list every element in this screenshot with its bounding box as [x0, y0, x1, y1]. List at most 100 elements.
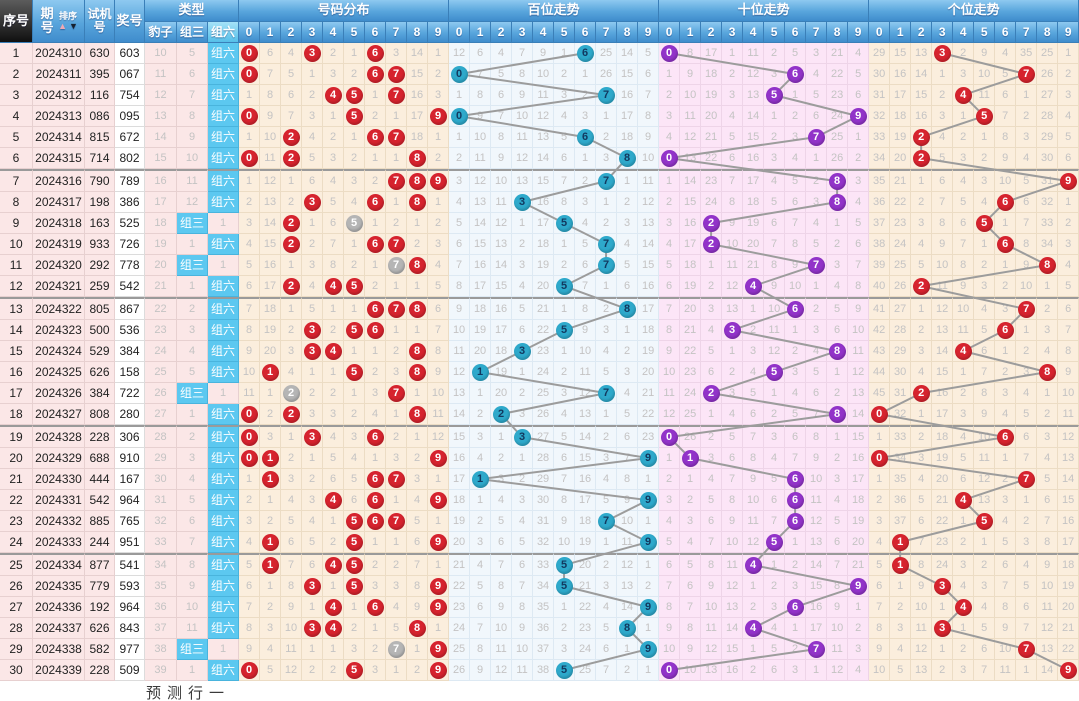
- shi-cell: 6: [848, 85, 870, 106]
- period-cell: 2024320: [33, 255, 85, 276]
- ge-cell: 4: [869, 532, 891, 553]
- shi-cell: 4: [743, 618, 765, 639]
- ge-cell: 19: [1058, 576, 1079, 597]
- shi-cell: 0: [659, 660, 681, 681]
- dist-cell: 5: [344, 276, 366, 297]
- bai-cell: 10: [533, 64, 555, 85]
- sort-control[interactable]: 排序 ▲ ▼: [58, 11, 78, 31]
- type-subheader-1: 组三: [177, 21, 208, 43]
- trend-point: 3: [513, 193, 531, 211]
- ge-cell: 7: [869, 597, 891, 618]
- trend-point: 8: [408, 256, 426, 274]
- shi-cell: 5: [806, 85, 828, 106]
- dist-cell: 3: [302, 576, 324, 597]
- sort-asc-icon[interactable]: ▲: [58, 21, 67, 31]
- dist-cell: 1: [386, 148, 408, 169]
- bai-cell: 2: [596, 297, 618, 320]
- trend-point: 7: [807, 128, 825, 146]
- bai-cell: 15: [491, 276, 513, 297]
- bai-cell: 2: [512, 234, 534, 255]
- bai-cell: 1: [554, 297, 576, 320]
- period-header[interactable]: 期号 排序 ▲ ▼: [33, 0, 85, 43]
- ge-cell: 10: [1016, 276, 1038, 297]
- shi-cell: 1: [764, 553, 786, 576]
- dist-cell: 2: [281, 192, 303, 213]
- trend-point: 5: [555, 277, 573, 295]
- shi-cell: 7: [722, 169, 744, 192]
- bai-cell: 17: [533, 213, 555, 234]
- bai-cell: 3: [596, 576, 618, 597]
- sort-desc-icon[interactable]: ▼: [69, 21, 78, 31]
- dist-cell: 1: [428, 469, 450, 490]
- bai-cell: 11: [491, 639, 513, 660]
- bai-cell: 2: [554, 64, 576, 85]
- bai-cell: 21: [575, 576, 597, 597]
- dist-cell: 6: [365, 64, 387, 85]
- ge-cell: 8: [974, 383, 996, 404]
- ge-cell: 16: [911, 106, 933, 127]
- shi-cell: 9: [722, 213, 744, 234]
- dist-cell: 3: [428, 234, 450, 255]
- shi-cell: 14: [848, 404, 870, 425]
- bai-cell: 9: [470, 660, 492, 681]
- type-miss-cell: 4: [177, 469, 208, 490]
- dist-cell: 8: [428, 341, 450, 362]
- dist-cell: 2: [365, 106, 387, 127]
- shi-cell: 9: [680, 639, 702, 660]
- prize-number-cell: 765: [115, 511, 145, 532]
- shi-cell: 8: [722, 490, 744, 511]
- bai-cell: 1: [596, 192, 618, 213]
- table-row: 27 2024336 192 964 36 10 组六 7 2 9 1 4 1 6 4 9 9 23 6 9 8 35 1 2…: [0, 597, 1079, 618]
- trend-point: 8: [408, 193, 426, 211]
- ge-cell: 10: [974, 425, 996, 448]
- ge-cell: 3: [932, 43, 954, 64]
- table-row: 7 2024316 790 789 16 11 组六 1 12 1 6 4 3 2 7 8 9 3 12 10 13 15…: [0, 169, 1079, 192]
- trend-point: 9: [429, 449, 447, 467]
- ge-cell: 2: [974, 148, 996, 169]
- shi-cell: 17: [743, 169, 765, 192]
- shi-cell: 9: [722, 511, 744, 532]
- bai-cell: 13: [470, 192, 492, 213]
- ge-cell: 12: [1058, 425, 1079, 448]
- ge-cell: 2: [953, 383, 975, 404]
- prize-number-cell: 910: [115, 448, 145, 469]
- type-label-cell: 组六: [208, 532, 240, 553]
- table-row: 23 2024332 885 765 32 6 组六 3 2 5 4 1 5 6 7 5 1 19 2 5 4 31 9 18…: [0, 511, 1079, 532]
- bai-cell: 7: [512, 576, 534, 597]
- dist-cell: 7: [281, 553, 303, 576]
- ge-cell: 9: [974, 43, 996, 64]
- ge-cell: 5: [890, 660, 912, 681]
- shi-cell: 12: [827, 660, 849, 681]
- dist-cell: 11: [260, 148, 282, 169]
- ge-cell: 2: [911, 192, 933, 213]
- ge-cell: 7: [1016, 297, 1038, 320]
- dist-cell: 4: [239, 234, 261, 255]
- type-miss-cell: 14: [145, 127, 177, 148]
- ge-cell: 3: [932, 106, 954, 127]
- shi-cell: 13: [743, 85, 765, 106]
- trend-point: 3: [723, 321, 741, 339]
- bai-cell: 2: [617, 341, 639, 362]
- bai-cell: 6: [575, 43, 597, 64]
- ge-cell: 4: [953, 597, 975, 618]
- bai-cell: 21: [638, 383, 660, 404]
- shi-cell: 9: [848, 297, 870, 320]
- shi-cell: 2: [701, 213, 723, 234]
- bai-cell: 15: [617, 64, 639, 85]
- trend-point: 1: [261, 533, 279, 551]
- bai-cell: 5: [638, 43, 660, 64]
- shi-cell: 5: [785, 169, 807, 192]
- shi-cell: 8: [848, 276, 870, 297]
- shi-cell: 4: [785, 383, 807, 404]
- bai-cell: 9: [554, 511, 576, 532]
- seq-cell: 25: [0, 553, 33, 576]
- bai-cell: 16: [470, 255, 492, 276]
- ge-cell: 22: [932, 511, 954, 532]
- bai-cell: 20: [575, 553, 597, 576]
- ge-cell: 9: [869, 639, 891, 660]
- ge-cell: 1: [890, 553, 912, 576]
- dist-cell: 3: [302, 490, 324, 511]
- trend-point: 1: [471, 470, 489, 488]
- type-miss-cell: 20: [145, 255, 177, 276]
- type-miss-cell: 1: [177, 404, 208, 425]
